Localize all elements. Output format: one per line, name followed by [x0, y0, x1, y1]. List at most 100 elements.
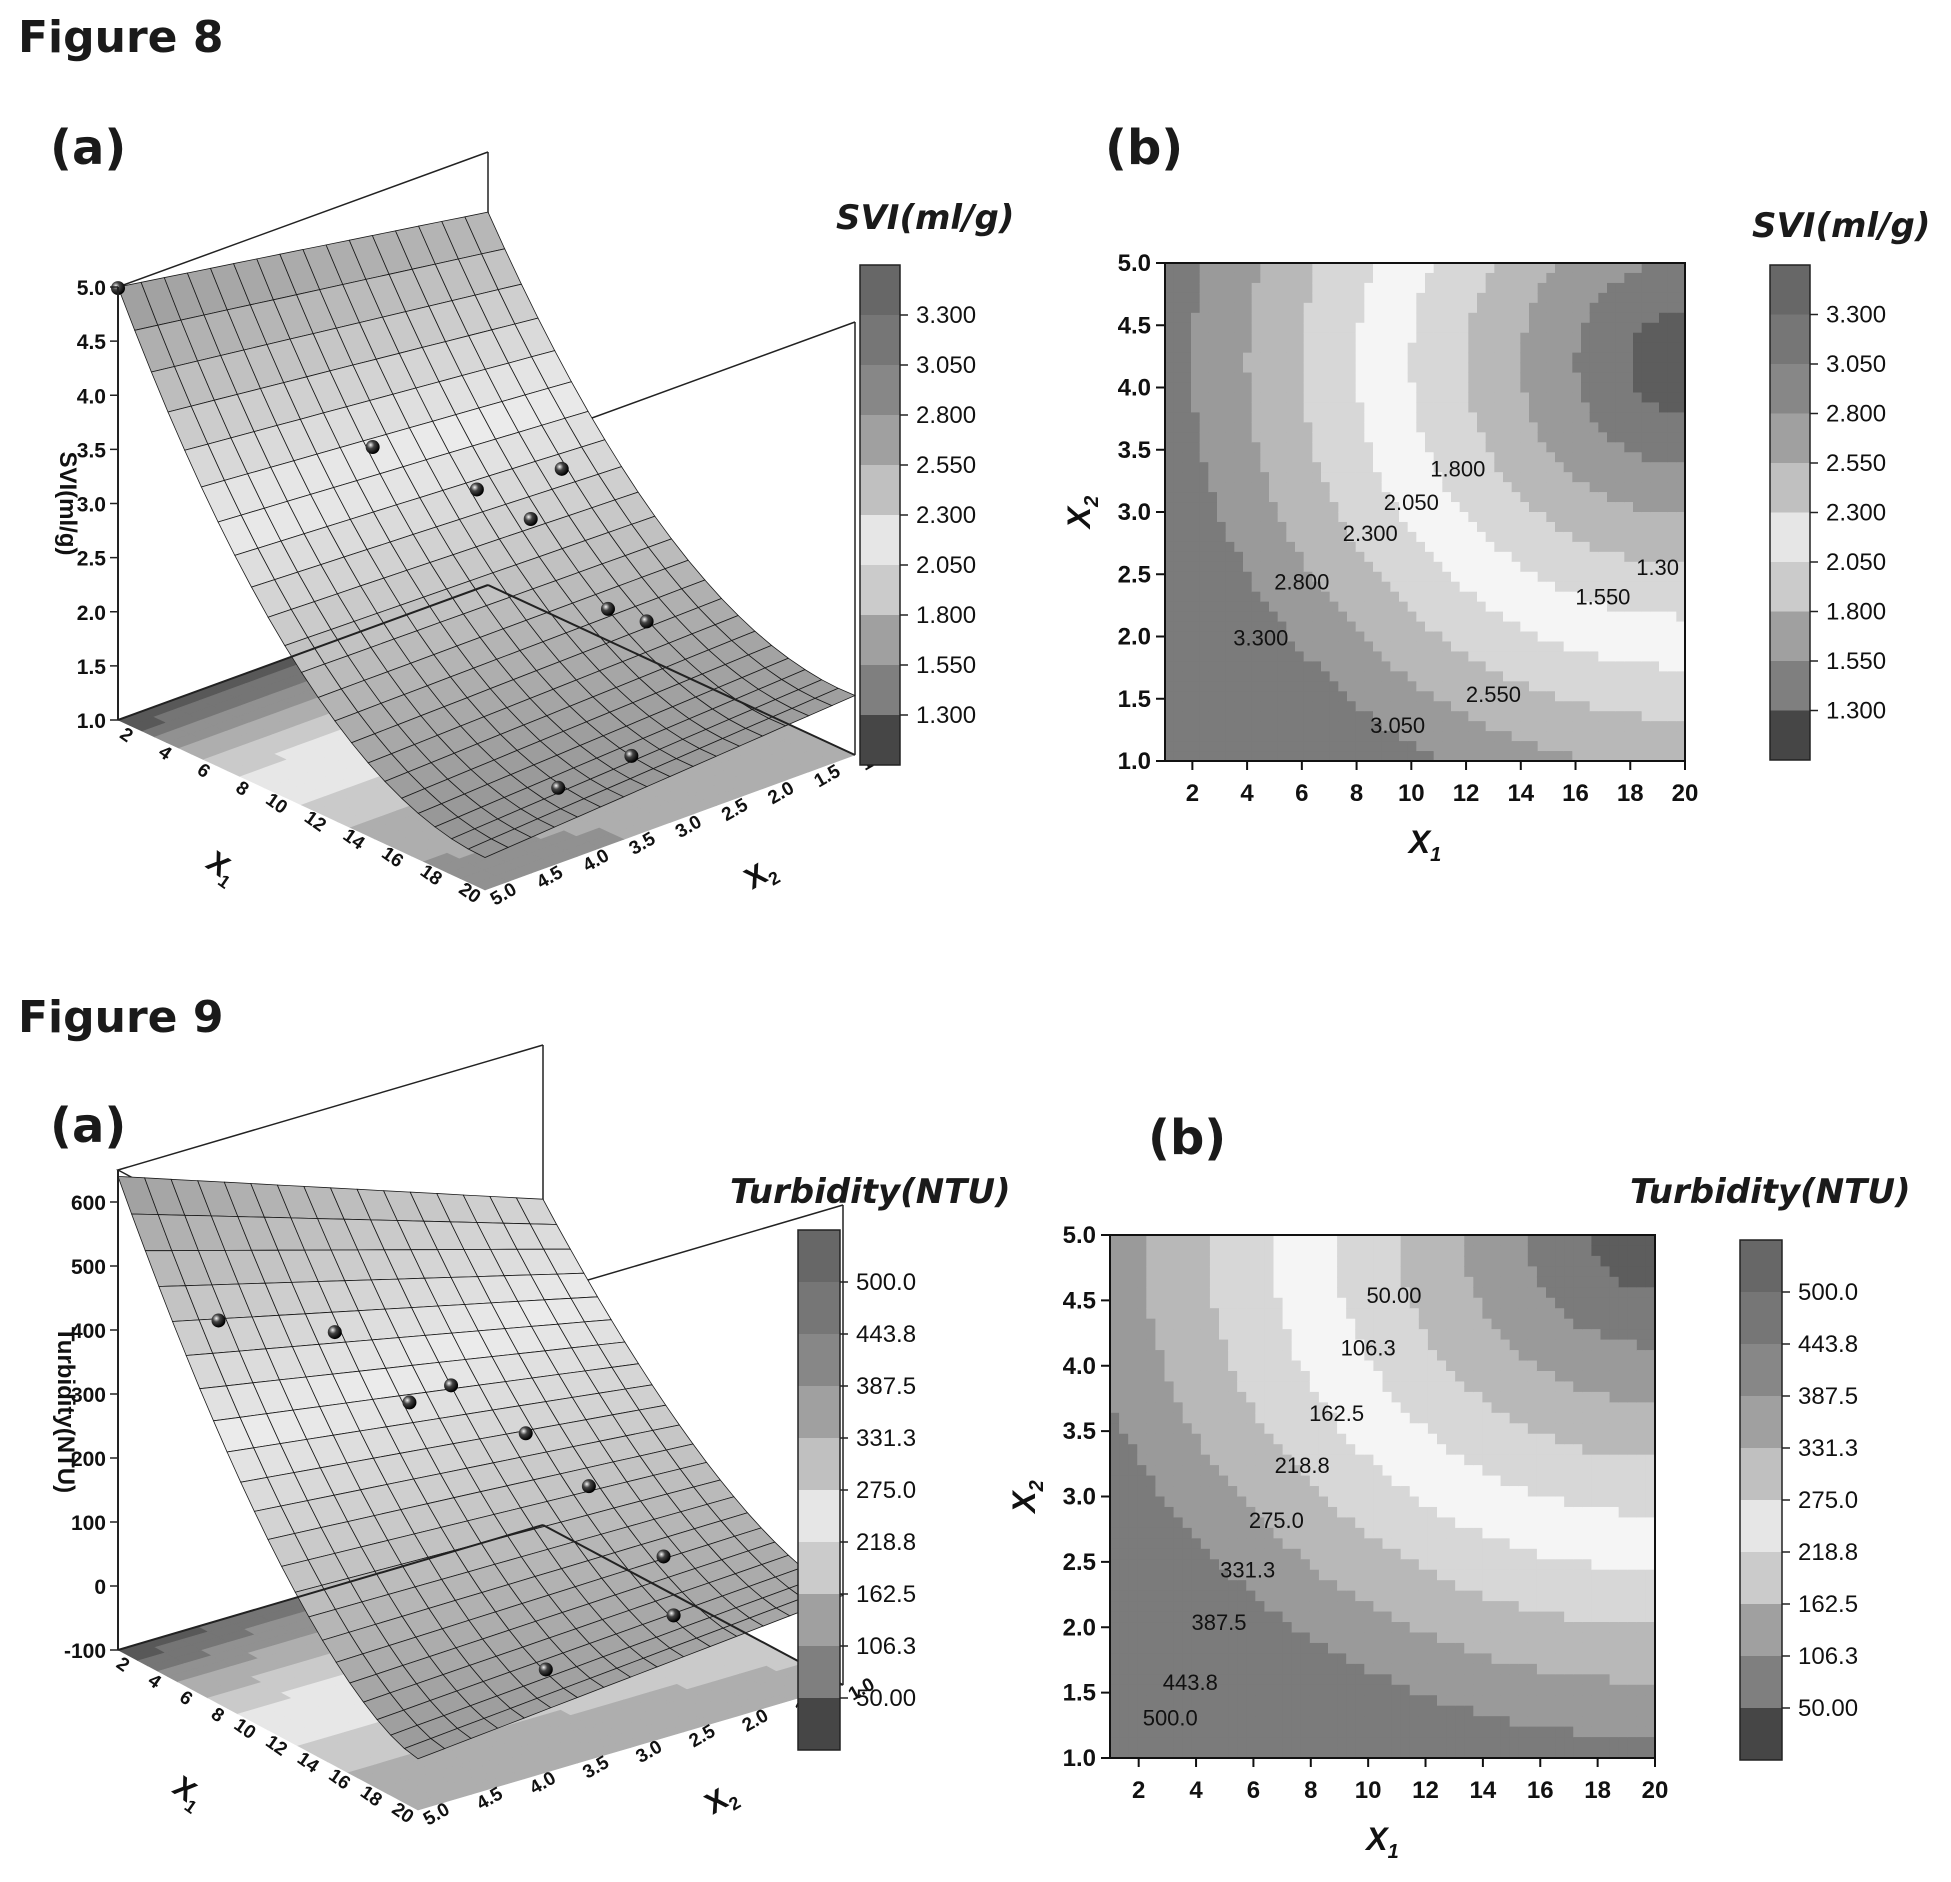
contour-cell: [1624, 581, 1634, 593]
contour-cell: [1572, 402, 1582, 413]
contour-cell: [1442, 701, 1452, 712]
contour-cell: [1442, 531, 1452, 543]
contour-cell: [1598, 272, 1608, 284]
contour-cell: [1260, 272, 1270, 284]
contour-cell: [1676, 541, 1686, 553]
colorbar-band: [1770, 710, 1810, 761]
contour-cell: [1641, 681, 1651, 692]
contour-cell: [1633, 591, 1643, 603]
contour-cell: [1182, 671, 1192, 682]
contour-cell: [1119, 1412, 1129, 1424]
contour-cell: [1399, 591, 1409, 603]
contour-cell: [1607, 661, 1617, 672]
contour-cell: [1217, 402, 1227, 413]
contour-cell: [1329, 581, 1339, 593]
contour-cell: [1251, 581, 1261, 593]
contour-cell: [1217, 531, 1227, 543]
contour-cell: [1165, 432, 1175, 443]
contour-cell: [1572, 322, 1582, 334]
contour-cell: [1676, 701, 1686, 712]
contour-cell: [1399, 631, 1409, 643]
contour-cell: [1641, 432, 1651, 443]
contour-cell: [1641, 731, 1651, 742]
contour-cell: [1110, 1663, 1120, 1675]
contour-cell: [1295, 551, 1305, 563]
contour-cell: [1416, 651, 1426, 662]
contour-cell: [1572, 641, 1582, 653]
contour-cell: [1355, 412, 1365, 423]
contour-cell: [1110, 1569, 1120, 1581]
contour-cell: [1503, 581, 1513, 593]
contour-cell: [1589, 521, 1599, 533]
contour-cell: [1191, 641, 1201, 653]
contour-cell: [1511, 412, 1521, 423]
contour-cell: [1529, 472, 1539, 483]
contour-cell: [1217, 282, 1227, 294]
contour-cell: [1234, 701, 1244, 712]
contour-cell: [1416, 671, 1426, 682]
contour-cell: [1676, 342, 1686, 354]
figure-8-panel-a-label: (a): [50, 120, 127, 176]
contour-cell: [1520, 711, 1530, 722]
contour-cell: [1520, 591, 1530, 603]
contour-cell: [1399, 701, 1409, 712]
contour-cell: [1451, 751, 1461, 762]
contour-cell: [1442, 731, 1452, 742]
contour-cell: [1607, 502, 1617, 513]
contour-cell: [1277, 452, 1287, 463]
contour-cell: [1381, 571, 1391, 583]
contour-cell: [1529, 691, 1539, 702]
contour-cell: [1312, 282, 1322, 294]
contour-cell: [1407, 492, 1417, 503]
contour-cell: [1641, 571, 1651, 583]
contour-cell: [1243, 721, 1253, 732]
contour-cell: [1338, 641, 1348, 653]
contour-cell: [1555, 272, 1565, 284]
contour-cell: [1182, 681, 1192, 692]
contour-cell: [1191, 282, 1201, 294]
contour-cell: [1173, 641, 1183, 653]
contour-cell: [1468, 352, 1478, 364]
contour-cell: [1243, 701, 1253, 712]
contour-cell: [1624, 601, 1634, 613]
contour-cell: [1615, 551, 1625, 563]
contour-cell: [1329, 442, 1339, 453]
figure-9-panel-a-label: (a): [50, 1098, 127, 1154]
contour-cell: [1563, 621, 1573, 633]
contour-cell: [1589, 372, 1599, 384]
contour-cell: [1607, 492, 1617, 503]
contour-cell: [1321, 312, 1331, 324]
contour-cell: [1459, 671, 1469, 682]
contour-cell: [1381, 382, 1391, 394]
contour-cell: [1511, 332, 1521, 344]
contour-cell: [1182, 312, 1192, 324]
x-axis-label: X1: [198, 845, 244, 893]
colorbar-band: [860, 415, 900, 466]
contour-cell: [1251, 751, 1261, 762]
contour-cell: [1416, 661, 1426, 672]
contour-cell: [1468, 492, 1478, 503]
z-tick-label: 1.5: [77, 656, 107, 679]
contour-cell: [1468, 272, 1478, 284]
contour-cell: [1110, 1548, 1120, 1560]
contour-cell: [1503, 462, 1513, 473]
contour-cell: [1667, 571, 1677, 583]
contour-cell: [1260, 631, 1270, 643]
contour-cell: [1251, 551, 1261, 563]
contour-cell: [1119, 1360, 1129, 1372]
contour-cell: [1650, 362, 1660, 374]
colorbar-band: [860, 265, 900, 316]
contour-cell: [1615, 681, 1625, 692]
contour-cell: [1529, 611, 1539, 623]
contour-cell: [1173, 661, 1183, 672]
contour-cell: [1321, 362, 1331, 374]
contour-cell: [1303, 312, 1313, 324]
contour-cell: [1451, 412, 1461, 423]
contour-cell: [1191, 571, 1201, 583]
contour-cell: [1110, 1496, 1120, 1508]
contour-cell: [1563, 452, 1573, 463]
contour-cell: [1390, 442, 1400, 453]
contour-cell: [1269, 282, 1279, 294]
contour-cell: [1225, 352, 1235, 364]
contour-cell: [1529, 263, 1539, 274]
